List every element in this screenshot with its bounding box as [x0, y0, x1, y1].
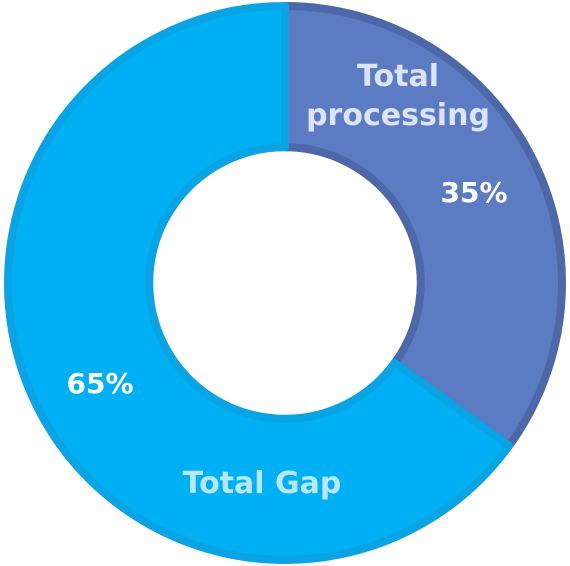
- slice-label-total-processing-line-2: processing: [306, 98, 490, 133]
- donut-slices: [4, 2, 566, 564]
- slice-total-gap: [4, 2, 514, 564]
- slice-label-total-processing-line-1: Total: [357, 59, 439, 94]
- slice-label-total-gap: Total Gap: [183, 466, 342, 501]
- donut-labels: Total processing 35% Total Gap 65%: [66, 59, 507, 501]
- slice-percent-total-processing: 35%: [440, 176, 507, 209]
- slice-percent-total-gap: 65%: [66, 367, 133, 400]
- slice-total-processing: [281, 2, 566, 450]
